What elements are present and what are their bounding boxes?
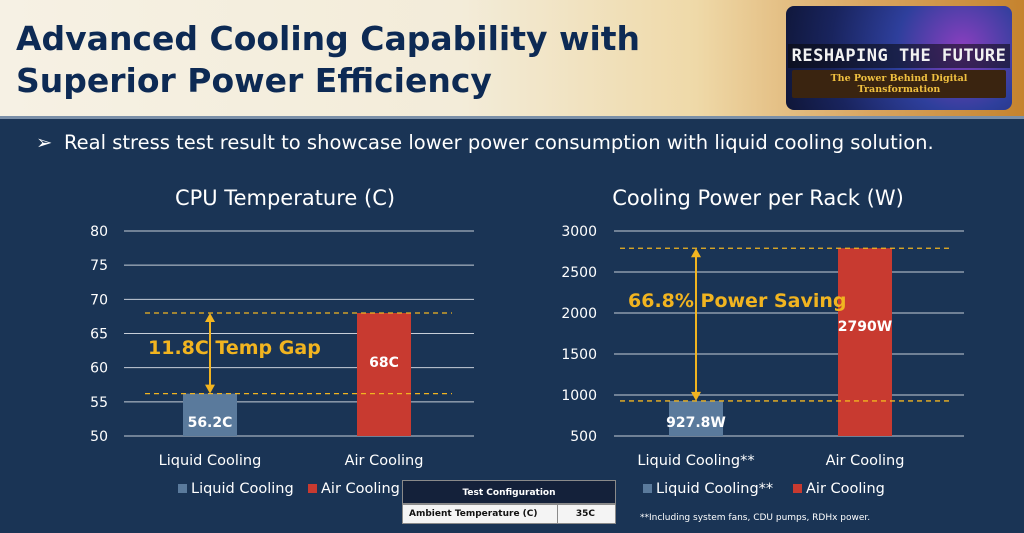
bar-air-cooling — [838, 248, 892, 436]
y-tick-label: 2000 — [561, 306, 597, 322]
bullet-text: Real stress test result to showcase lowe… — [64, 131, 934, 154]
arrow-down-icon — [691, 391, 701, 401]
title-line-1: Advanced Cooling Capability with — [16, 19, 641, 58]
bar-value-label: 56.2C — [188, 415, 233, 431]
legend-swatch-air — [793, 484, 802, 493]
bar-liquid-cooling — [669, 400, 723, 436]
legend-swatch-liquid — [178, 484, 187, 493]
bullet-point: ➢ Real stress test result to showcase low… — [36, 131, 934, 154]
arrow-up-icon — [691, 248, 701, 258]
gap-annotation: 11.8C Temp Gap — [148, 337, 321, 359]
y-tick-label: 500 — [570, 429, 597, 445]
y-tick-label: 65 — [90, 327, 108, 343]
arrow-up-icon — [205, 313, 215, 322]
bar-air-cooling — [357, 313, 411, 436]
bar-value-label: 68C — [369, 355, 399, 371]
config-value: 35C — [575, 509, 595, 519]
y-tick-label: 1000 — [561, 388, 597, 404]
legend-label: Air Cooling — [321, 481, 400, 497]
y-tick-label: 80 — [90, 224, 108, 240]
slide-title: Advanced Cooling Capability with Superio… — [16, 18, 716, 101]
x-category-label: Liquid Cooling — [159, 453, 262, 469]
logo-sub-text: The Power Behind Digital Transformation — [792, 70, 1006, 98]
x-category-label: Liquid Cooling** — [637, 453, 754, 469]
y-tick-label: 70 — [90, 292, 108, 308]
bar-liquid-cooling — [183, 393, 237, 436]
test-config-table: Test Configuration Ambient Temperature (… — [402, 480, 616, 524]
gap-annotation: 66.8% Power Saving — [628, 290, 846, 312]
bar-value-label: 2790W — [838, 319, 892, 335]
config-table-header: Test Configuration — [402, 480, 616, 504]
x-category-label: Air Cooling — [826, 453, 905, 469]
bar-value-label: 927.8W — [666, 415, 726, 431]
config-cell-divider — [557, 505, 558, 523]
y-tick-label: 55 — [90, 395, 108, 411]
arrow-down-icon — [205, 384, 215, 394]
chart-title: Cooling Power per Rack (W) — [612, 186, 904, 210]
footnote: **Including system fans, CDU pumps, RDHx… — [640, 513, 871, 523]
title-line-2: Superior Power Efficiency — [16, 60, 492, 100]
legend-swatch-air — [308, 484, 317, 493]
header-divider — [0, 116, 1024, 119]
y-tick-label: 3000 — [561, 224, 597, 240]
x-category-label: Air Cooling — [345, 453, 424, 469]
legend-swatch-liquid — [643, 484, 652, 493]
legend-label: Air Cooling — [806, 481, 885, 497]
config-key: Ambient Temperature (C) — [409, 509, 538, 519]
legend-label: Liquid Cooling** — [656, 481, 773, 497]
y-tick-label: 60 — [90, 361, 108, 377]
bullet-arrow-icon: ➢ — [36, 131, 53, 154]
config-table-row: Ambient Temperature (C) 35C — [402, 504, 616, 524]
y-tick-label: 2500 — [561, 265, 597, 281]
event-logo: RESHAPING THE FUTURE The Power Behind Di… — [786, 6, 1012, 110]
y-tick-label: 1500 — [561, 347, 597, 363]
y-tick-label: 75 — [90, 258, 108, 274]
chart-title: CPU Temperature (C) — [175, 186, 395, 210]
legend-label: Liquid Cooling — [191, 481, 294, 497]
y-tick-label: 50 — [90, 429, 108, 445]
logo-main-text: RESHAPING THE FUTURE — [788, 44, 1010, 68]
